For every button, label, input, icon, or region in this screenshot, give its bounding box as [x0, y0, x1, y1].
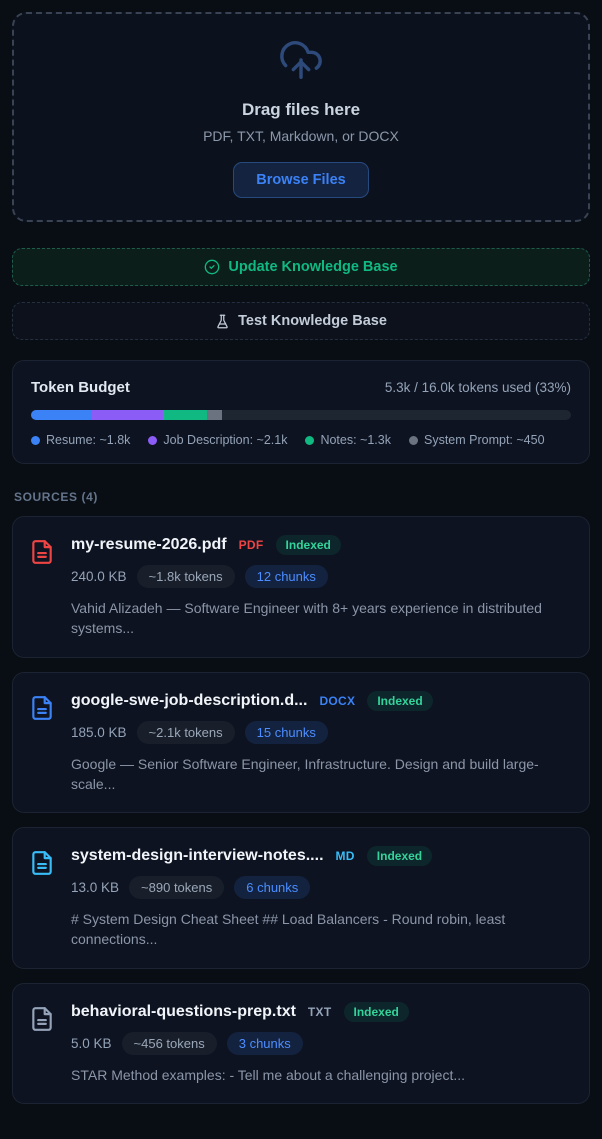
- legend-label: Resume: ~1.8k: [46, 433, 131, 447]
- source-preview-text: # System Design Cheat Sheet ## Load Bala…: [71, 911, 506, 948]
- source-file-size: 185.0 KB: [71, 724, 127, 740]
- source-card[interactable]: google-swe-job-description.d... DOCX Ind…: [12, 671, 590, 814]
- source-file-name: my-resume-2026.pdf: [71, 536, 227, 553]
- token-budget-progress-bar: [31, 410, 571, 420]
- source-file-name: google-swe-job-description.d...: [71, 691, 308, 709]
- source-file-type-badge: TXT: [307, 1004, 332, 1019]
- legend-label: System Prompt: ~450: [423, 433, 545, 447]
- source-chunk-count-badge: 12 chunks: [244, 565, 328, 588]
- flask-icon: [215, 314, 230, 329]
- test-knowledge-base-label: Test Knowledge Base: [238, 313, 387, 329]
- source-file-type-badge: MD: [335, 849, 355, 864]
- indexed-status-badge: Indexed: [343, 1001, 409, 1022]
- indexed-status-badge: Indexed: [367, 690, 433, 711]
- update-knowledge-base-label: Update Knowledge Base: [228, 259, 398, 275]
- legend-item-job-description: Job Description: ~2.1k: [148, 433, 287, 447]
- source-file-name: system-design-interview-notes....: [71, 847, 324, 865]
- source-token-count-badge: ~456 tokens: [121, 1031, 217, 1055]
- token-usage-text: 5.3k / 16.0k tokens used (33%): [384, 380, 571, 395]
- legend-item-notes: Notes: ~1.3k: [305, 433, 391, 447]
- source-card[interactable]: behavioral-questions-prep.txt TXT Indexe…: [12, 982, 590, 1105]
- source-file-size: 5.0 KB: [71, 1035, 112, 1051]
- token-budget-card: Token Budget 5.3k / 16.0k tokens used (3…: [12, 360, 590, 464]
- dropzone-title: Drag files here: [241, 99, 361, 119]
- legend-dot-icon: [31, 435, 40, 445]
- source-file-size: 13.0 KB: [71, 880, 120, 896]
- token-segment-resume: [31, 410, 92, 420]
- file-text-icon: [29, 850, 55, 950]
- legend-item-resume: Resume: ~1.8k: [31, 433, 130, 447]
- token-legend: Resume: ~1.8k Job Description: ~2.1k Not…: [31, 433, 571, 447]
- source-token-count-badge: ~1.8k tokens: [136, 565, 235, 588]
- source-token-count-badge: ~2.1k tokens: [136, 720, 235, 744]
- source-chunk-count-badge: 3 chunks: [226, 1031, 303, 1055]
- source-card[interactable]: system-design-interview-notes.... MD Ind…: [12, 827, 590, 969]
- token-segment-system-prompt: [206, 410, 222, 420]
- browse-files-button[interactable]: Browse Files: [233, 161, 369, 198]
- source-card[interactable]: my-resume-2026.pdf PDF Indexed 240.0 KB …: [12, 516, 590, 658]
- file-text-icon: [29, 539, 55, 639]
- sources-section-header: SOURCES (4): [14, 490, 98, 504]
- upload-cloud-icon: [278, 37, 324, 88]
- source-token-count-badge: ~890 tokens: [129, 876, 225, 900]
- legend-label: Notes: ~1.3k: [320, 433, 391, 447]
- token-segment-notes: [162, 410, 207, 420]
- source-preview-text: Google — Senior Software Engineer, Infra…: [71, 755, 539, 792]
- source-preview-text: STAR Method examples: - Tell me about a …: [71, 1066, 466, 1083]
- source-file-size: 240.0 KB: [71, 569, 127, 584]
- legend-label: Job Description: ~2.1k: [163, 433, 288, 447]
- source-file-type-badge: DOCX: [319, 693, 356, 708]
- legend-dot-icon: [148, 435, 158, 445]
- source-chunk-count-badge: 15 chunks: [244, 720, 328, 744]
- legend-item-system-prompt: System Prompt: ~450: [408, 433, 545, 447]
- token-segment-job-description: [91, 410, 163, 420]
- source-list: my-resume-2026.pdf PDF Indexed 240.0 KB …: [12, 516, 590, 1105]
- source-file-type-badge: PDF: [238, 538, 264, 552]
- source-chunk-count-badge: 6 chunks: [234, 876, 311, 900]
- check-circle-icon: [204, 259, 220, 275]
- legend-dot-icon: [305, 435, 315, 445]
- source-file-name: behavioral-questions-prep.txt: [71, 1002, 296, 1020]
- source-preview-text: Vahid Alizadeh — Software Engineer with …: [71, 600, 542, 637]
- dropzone-subtitle: PDF, TXT, Markdown, or DOCX: [203, 127, 399, 144]
- file-text-icon: [29, 695, 55, 795]
- indexed-status-badge: Indexed: [366, 846, 433, 867]
- test-knowledge-base-button[interactable]: Test Knowledge Base: [12, 302, 590, 340]
- file-text-icon: [29, 1006, 55, 1085]
- file-dropzone[interactable]: Drag files here PDF, TXT, Markdown, or D…: [12, 12, 590, 222]
- indexed-status-badge: Indexed: [275, 535, 341, 555]
- token-budget-title: Token Budget: [31, 379, 130, 396]
- update-knowledge-base-button[interactable]: Update Knowledge Base: [12, 248, 590, 286]
- legend-dot-icon: [408, 435, 418, 445]
